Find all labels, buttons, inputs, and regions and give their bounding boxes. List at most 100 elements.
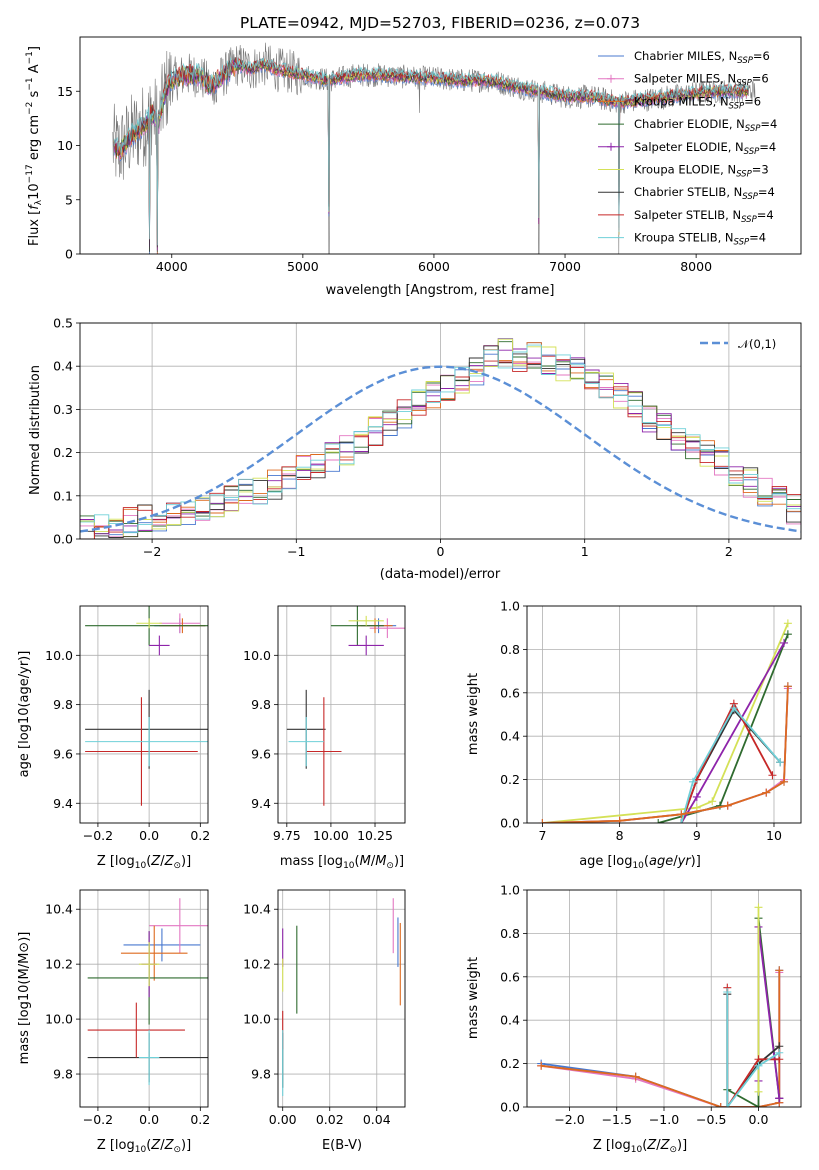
plot-frame [79, 605, 209, 824]
weight-marker [754, 1061, 763, 1070]
x-tick-label: −0.2 [83, 828, 113, 843]
y-tick-label: 9.6 [251, 746, 271, 761]
plot-frame [79, 36, 802, 255]
x-tick-label: 0.2 [190, 828, 210, 843]
plot-4: 9.75 10.00 10.25 9.4 9.6 9.8 10.0 [243, 606, 405, 843]
errorbar-kroupa-stelib [288, 716, 324, 767]
legend-label: Salpeter STELIB, NSSP=4 [634, 208, 774, 225]
x-tick-label: 8000 [680, 259, 712, 274]
errorbar-salpeter-miles [369, 618, 405, 639]
weight-marker [780, 777, 789, 786]
weight-marker [768, 771, 777, 780]
x-tick-label: −2.0 [554, 1112, 584, 1127]
y-tick-label: 0.6 [500, 685, 520, 700]
errorbar-chabrier-miles [123, 928, 201, 962]
x-tick-label: −1.0 [649, 1112, 679, 1127]
weight-marker [783, 682, 792, 691]
weight-marker [677, 810, 686, 819]
p8-xlabel: Z [log10(Z/Z⊙)] [593, 1138, 687, 1155]
y-tick-label: 15 [57, 84, 73, 99]
p3-ylabel: age [log10(age/yr)] [17, 651, 32, 778]
plot-frame [526, 605, 802, 824]
y-tick-label: 0 [65, 247, 73, 262]
x-tick-label: 0.0 [139, 828, 159, 843]
plot-frame [277, 889, 406, 1108]
errorbar-kroupa-miles [120, 925, 188, 981]
x-tick-label: 10 [766, 828, 782, 843]
gridlines [278, 606, 405, 823]
weight-marker [754, 1103, 763, 1107]
weight-marker [723, 987, 732, 996]
y-tick-label: 9.8 [53, 697, 73, 712]
weight-marker [783, 619, 792, 628]
x-tick-label: −1 [287, 544, 305, 559]
y-tick-label: 0.5 [53, 316, 73, 331]
y-tick-label: 10.0 [45, 648, 73, 663]
legend-label: Salpeter ELODIE, NSSP=4 [634, 140, 776, 157]
y-tick-label: 9.4 [53, 796, 73, 811]
errorbar-chabrier-elodie [330, 606, 384, 646]
p5-ylabel: mass weight [466, 673, 481, 755]
errorbar-salpeter-miles [149, 898, 208, 954]
plot-frame [79, 889, 209, 1108]
legend-marker [607, 142, 615, 151]
weight-marker [723, 1103, 732, 1107]
weight-marker [729, 703, 738, 712]
plot-frame [79, 322, 802, 540]
weight-line-kroupa-miles [538, 682, 792, 823]
x-tick-label: 0.2 [190, 1112, 210, 1127]
legend-label: Salpeter MILES, NSSP=6 [634, 72, 769, 89]
y-tick-label: 1.0 [500, 883, 520, 898]
y-tick-label: 0.3 [53, 402, 73, 417]
legend-label: Chabrier MILES, NSSP=6 [634, 49, 770, 66]
x-tick-label: 9.75 [273, 828, 301, 843]
x-tick-label: 0.02 [316, 1112, 344, 1127]
weight-marker [692, 792, 701, 801]
weight-line-kroupa-stelib [677, 703, 785, 823]
y-tick-label: 0.2 [53, 445, 73, 460]
x-tick-label: 6000 [418, 259, 450, 274]
legend-label: Chabrier STELIB, NSSP=4 [634, 185, 775, 202]
spectrum-model-kroupa-stelib [113, 57, 749, 246]
x-tick-label: 0 [437, 544, 445, 559]
legend-marker [607, 74, 615, 83]
p6-xlabel: Z [log10(Z/Z⊙)] [97, 1138, 191, 1155]
legend-label: Kroupa STELIB, NSSP=4 [634, 231, 766, 248]
weight-marker [708, 797, 717, 806]
y-tick-label: 9.8 [251, 1067, 271, 1082]
weight-marker [754, 903, 763, 912]
y-tick-label: 5 [65, 192, 73, 207]
weight-marker [783, 630, 792, 639]
weight-marker [677, 819, 686, 823]
weight-marker [754, 1087, 763, 1096]
errorbar-kroupa-elodie [138, 942, 160, 987]
x-tick-label: 7 [538, 828, 546, 843]
errorbar-kroupa-stelib [138, 1030, 160, 1086]
legend-label: 𝒩(0,1) [738, 337, 776, 351]
y-tick-label: 0.2 [500, 772, 520, 787]
y-tick-label: 0.8 [500, 642, 520, 657]
weight-marker [688, 777, 697, 786]
plot-1: 4000 5000 6000 7000 8000 0 5 10 15 [57, 84, 712, 274]
weight-marker [538, 819, 547, 823]
weight-marker [537, 1061, 546, 1070]
y-tick-label: 0.8 [500, 926, 520, 941]
p8-ylabel: mass weight [466, 957, 481, 1039]
y-tick-label: 0.2 [500, 1056, 520, 1071]
p6-ylabel: mass [log10(M/M⊙)] [17, 932, 32, 1065]
hist-ylabel: Normed distribution [28, 365, 43, 495]
y-tick-label: 0.4 [53, 359, 73, 374]
y-tick-label: 10.4 [243, 902, 271, 917]
weight-marker [723, 801, 732, 810]
hist-xlabel: (data-model)/error [380, 567, 501, 582]
legend-label: Chabrier ELODIE, NSSP=4 [634, 117, 777, 134]
p7-xlabel: E(B-V) [322, 1138, 362, 1153]
y-tick-label: 9.8 [53, 1067, 73, 1082]
errorbar-salpeter-stelib [87, 1002, 185, 1058]
errorbar-salpeter-elodie [348, 635, 384, 656]
plot-5: 7 8 9 10 0.0 0.2 0.4 0.6 0.8 1.0 [500, 599, 801, 843]
y-tick-label: 1.0 [500, 599, 520, 614]
x-tick-label: 0.00 [269, 1112, 297, 1127]
p5-xlabel: age [log10(age/yr)] [579, 854, 701, 871]
